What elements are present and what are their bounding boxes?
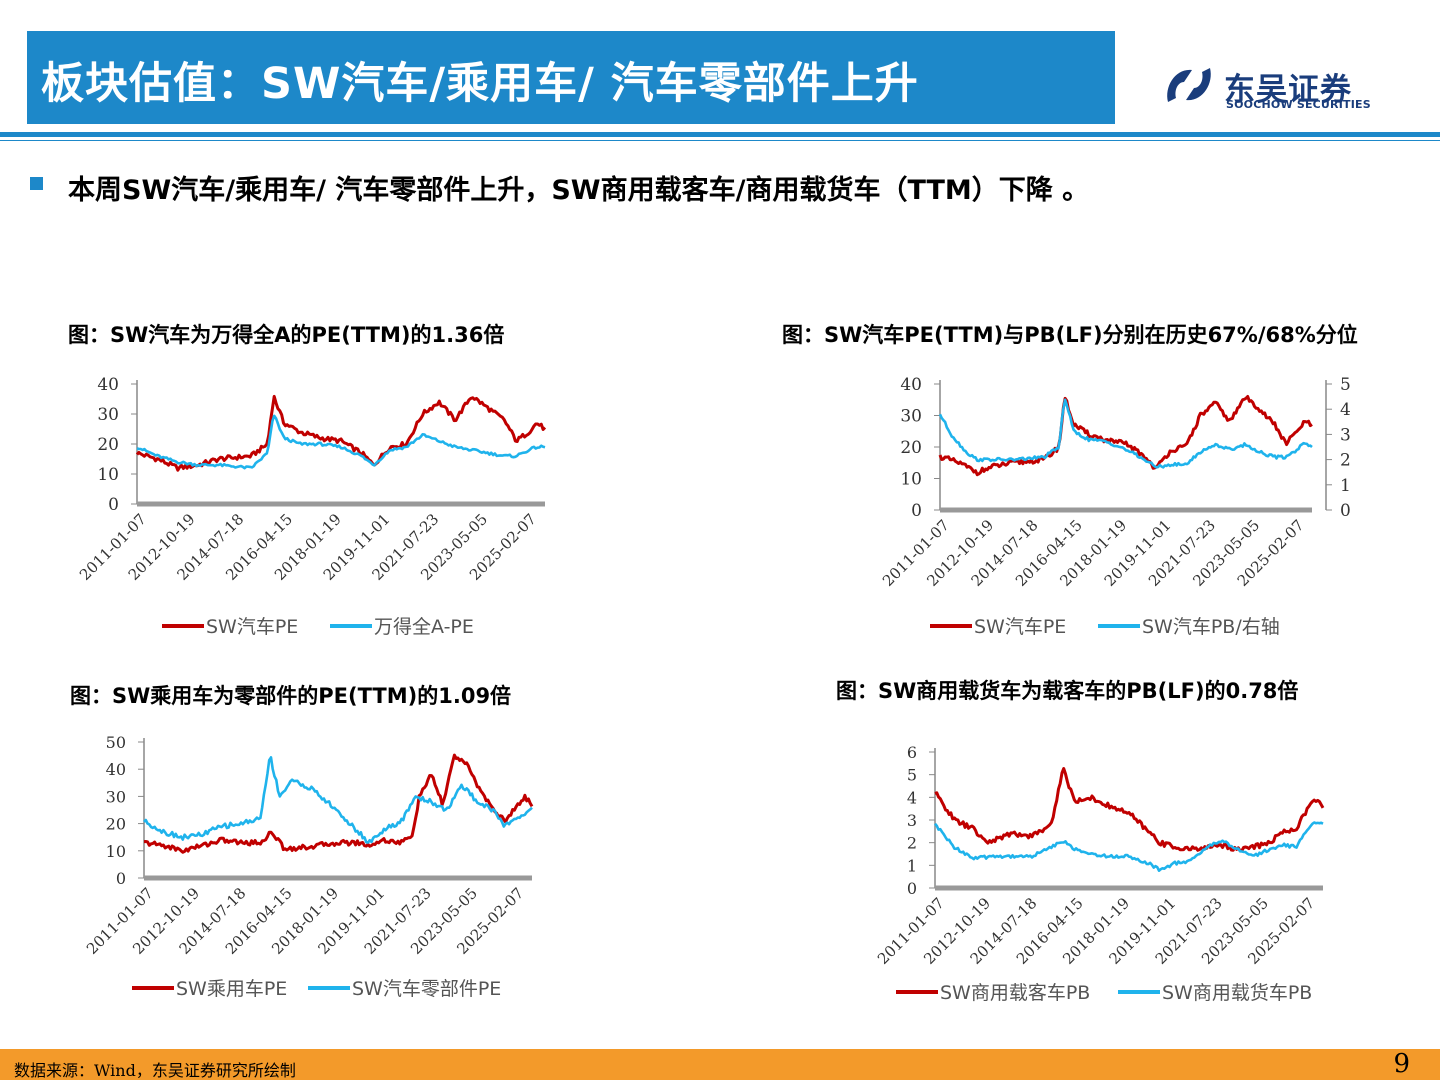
y-tick-label: 2 <box>907 834 917 853</box>
header-rule <box>0 132 1440 137</box>
legend-label: SW乘用车PE <box>176 978 287 1000</box>
y-tick-label: 40 <box>900 375 922 395</box>
y-tick-label: 30 <box>106 787 126 806</box>
chart4-title: 图：SW商用载货车为载客车的PB(LF)的0.78倍 <box>836 679 1299 703</box>
series-line-blue <box>934 821 1324 872</box>
y2-tick-label: 3 <box>1340 425 1351 445</box>
y-tick-label: 20 <box>106 815 126 834</box>
series-line-blue <box>143 756 533 844</box>
y-tick-label: 0 <box>108 495 119 515</box>
chart3-title: 图：SW乘用车为零部件的PE(TTM)的1.09倍 <box>70 684 512 708</box>
header-rule-thin <box>0 140 1440 141</box>
y-tick-label: 10 <box>900 470 922 490</box>
y-tick-label: 0 <box>907 879 917 898</box>
page-number: 9 <box>1393 1049 1410 1079</box>
legend-label: SW汽车PE <box>974 616 1066 638</box>
y-tick-label: 20 <box>900 438 922 458</box>
logo-subtitle: SOOCHOW SECURITIES <box>1226 98 1371 111</box>
chart-bus-vs-truck-pb: 01234562011-01-072012-10-192014-07-18201… <box>874 743 1325 1004</box>
y2-tick-label: 5 <box>1340 375 1351 395</box>
y2-tick-label: 1 <box>1340 476 1351 496</box>
y-tick-label: 10 <box>97 465 119 485</box>
chart2-title: 图：SW汽车PE(TTM)与PB(LF)分别在历史67%/68%分位 <box>782 323 1358 347</box>
series-line-blue <box>938 398 1313 469</box>
chart1-title: 图：SW汽车为万得全A的PE(TTM)的1.36倍 <box>68 323 505 347</box>
series-line-red <box>135 394 547 472</box>
legend-label: SW汽车PE <box>206 616 298 638</box>
legend-label: SW商用载货车PB <box>1162 982 1312 1004</box>
y-tick-label: 40 <box>106 760 126 779</box>
y-tick-label: 20 <box>97 435 119 455</box>
company-logo: 东吴证券 SOOCHOW SECURITIES <box>1162 62 1382 114</box>
y-tick-label: 30 <box>900 407 922 427</box>
legend-label: SW商用载客车PB <box>940 982 1090 1004</box>
y-tick-label: 5 <box>907 766 917 785</box>
y-tick-label: 1 <box>907 856 917 875</box>
series-line-blue <box>136 414 546 470</box>
chart-passenger-vs-parts: 010203040502011-01-072012-10-192014-07-1… <box>83 733 534 1000</box>
y2-tick-label: 4 <box>1340 400 1351 420</box>
y2-tick-label: 2 <box>1340 451 1351 471</box>
series-line-red <box>938 395 1313 477</box>
legend-label: 万得全A-PE <box>374 616 474 638</box>
page-title: 板块估值：SW汽车/乘用车/ 汽车零部件上升 <box>41 59 919 109</box>
y-tick-label: 30 <box>97 405 119 425</box>
footer-source: 数据来源：Wind，东吴证券研究所绘制 <box>14 1061 296 1080</box>
series-line-red <box>934 767 1325 853</box>
title-bar: 板块估值：SW汽车/乘用车/ 汽车零部件上升 <box>27 31 1115 124</box>
chart-sw-auto-vs-wind-a: 0102030402011-01-072012-10-192014-07-182… <box>76 375 547 638</box>
y2-tick-label: 0 <box>1340 501 1351 521</box>
y-tick-label: 3 <box>907 811 917 830</box>
y-tick-label: 50 <box>106 733 126 752</box>
footer-bar: 数据来源：Wind，东吴证券研究所绘制 <box>0 1049 1440 1080</box>
y-tick-label: 0 <box>911 501 922 521</box>
bullet-square-icon <box>30 177 43 190</box>
series-line-red <box>143 753 534 854</box>
summary-bullet: 本周SW汽车/乘用车/ 汽车零部件上升，SW商用载客车/商用载货车（TTM）下降… <box>68 175 1090 206</box>
y-tick-label: 4 <box>907 788 917 807</box>
y-tick-label: 40 <box>97 375 119 395</box>
chart-sw-auto-pe-pb: 0102030400123452011-01-072012-10-192014-… <box>879 375 1351 638</box>
y-tick-label: 0 <box>116 869 126 888</box>
y-tick-label: 6 <box>907 743 917 762</box>
logo-mark-icon <box>1167 68 1211 102</box>
legend-label: SW汽车零部件PE <box>352 978 501 1000</box>
y-tick-label: 10 <box>106 842 126 861</box>
legend-label: SW汽车PB/右轴 <box>1142 616 1280 638</box>
logo-name: 东吴证券 <box>1224 72 1352 108</box>
